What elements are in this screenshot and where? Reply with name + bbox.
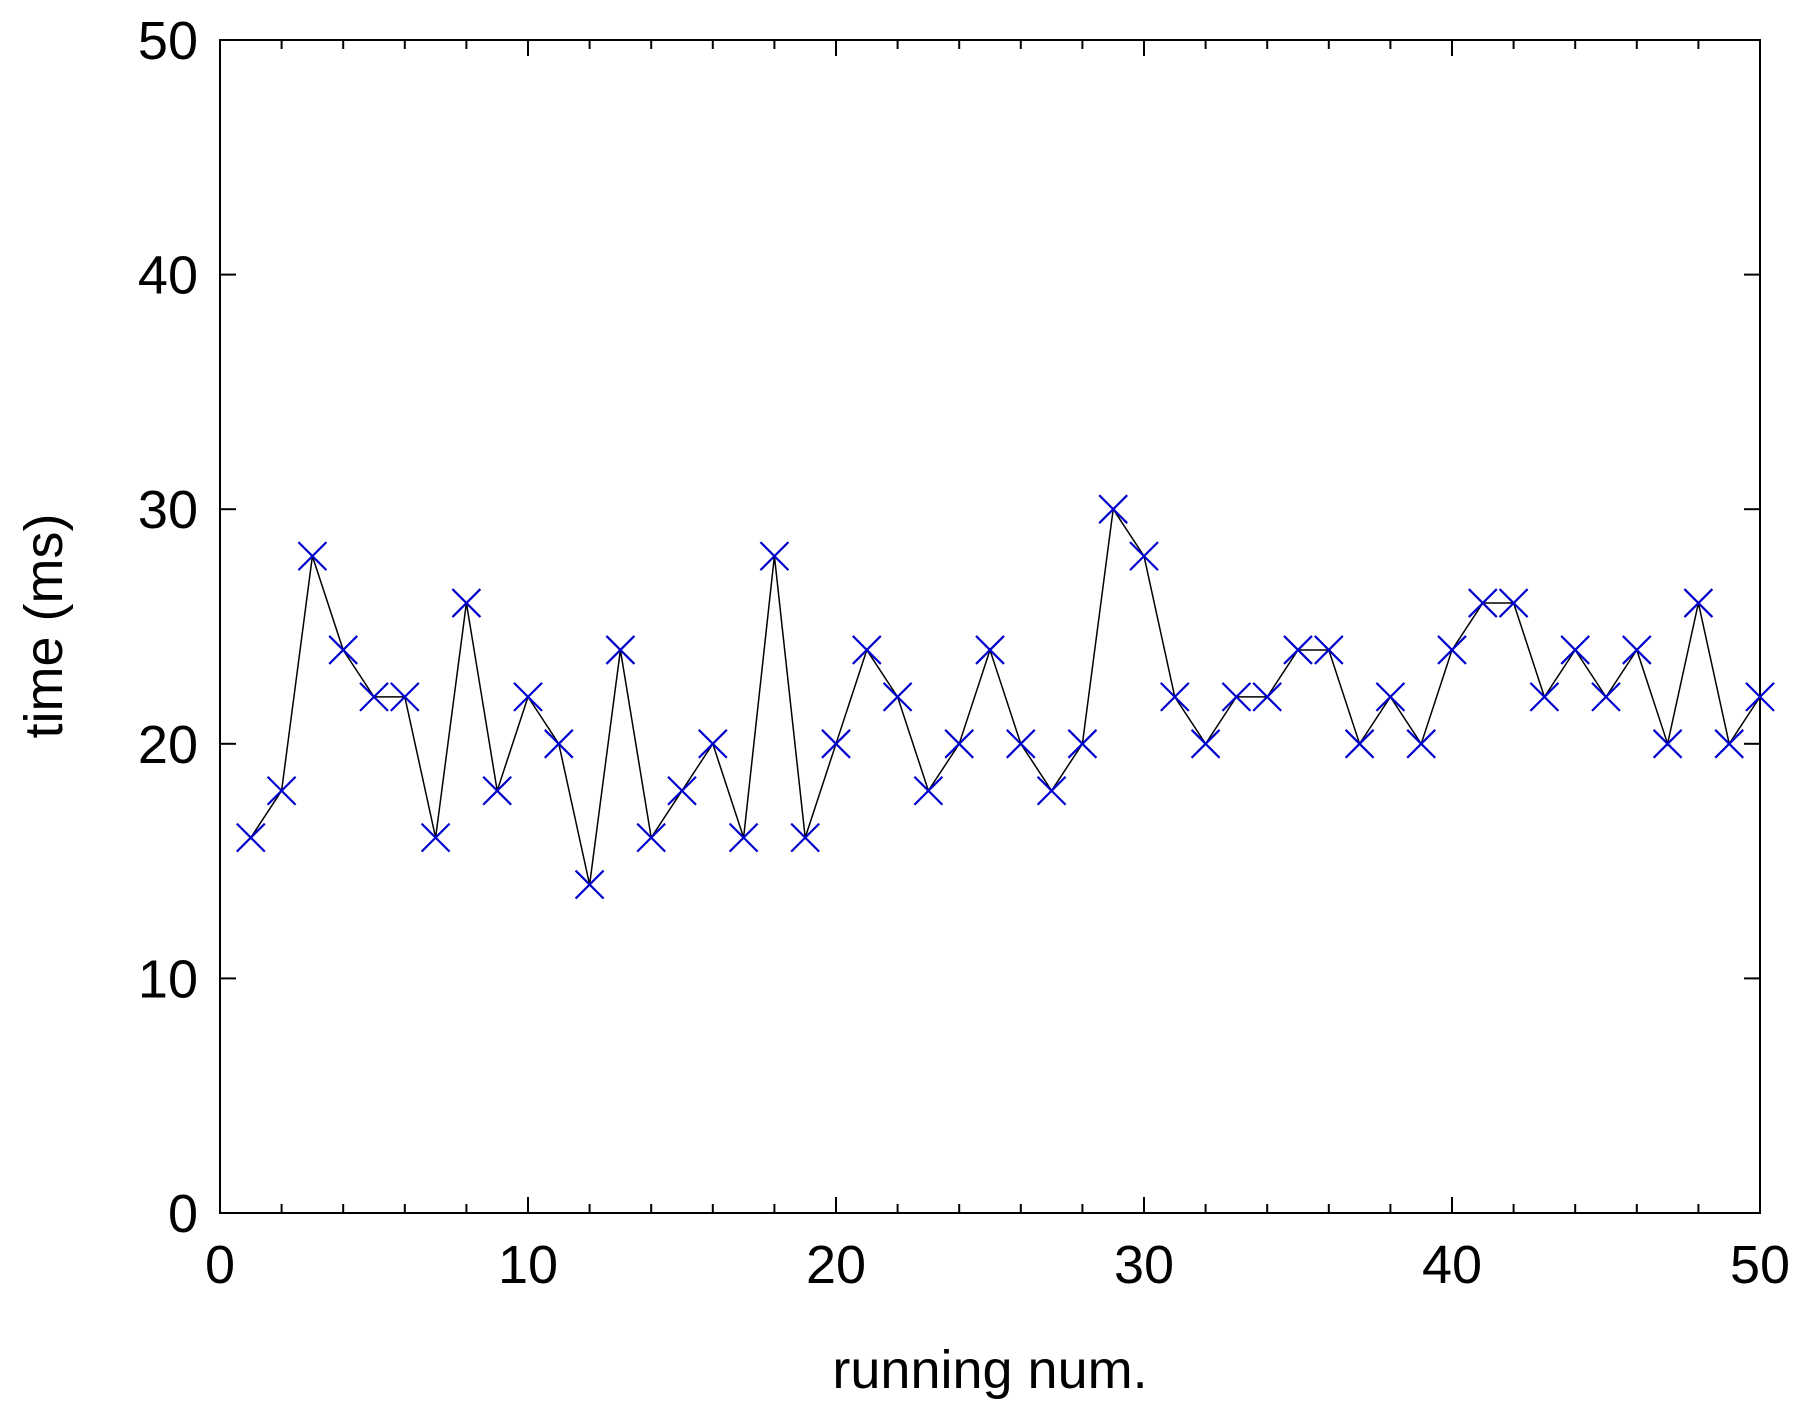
data-point-marker	[667, 775, 697, 806]
data-point-marker	[1160, 682, 1190, 712]
y-tick-label: 0	[168, 1184, 198, 1244]
tick-labels: 0 10 20 30 40 50 0 10 20 30 40 50	[138, 11, 1790, 1295]
data-point-marker	[759, 541, 790, 571]
data-point-marker	[821, 729, 851, 759]
series-line	[250, 507, 1761, 885]
data-point-marker	[236, 822, 266, 853]
data-point-marker	[1714, 729, 1744, 759]
data-point-marker	[605, 635, 636, 665]
data-point-marker	[1652, 729, 1683, 759]
data-point-marker	[513, 682, 543, 712]
data-point-marker	[390, 682, 420, 712]
x-tick-label: 0	[205, 1235, 235, 1295]
x-tick-label: 50	[1730, 1235, 1790, 1295]
data-point-marker	[574, 869, 605, 900]
data-point-marker	[636, 822, 666, 853]
y-tick-label: 10	[138, 949, 198, 1009]
x-tick-label: 20	[806, 1235, 866, 1295]
data-point-marker	[790, 822, 820, 853]
data-point-marker	[975, 635, 1005, 665]
y-tick-label: 30	[138, 480, 198, 540]
data-point-marker	[420, 822, 451, 853]
data-point-marker	[1529, 682, 1560, 712]
data-point-marker	[728, 822, 759, 853]
data-point-marker	[1252, 682, 1282, 712]
y-tick-label: 20	[138, 715, 198, 775]
data-point-marker	[1067, 729, 1098, 759]
x-tick-label: 30	[1114, 1235, 1174, 1295]
data-point-marker	[1683, 588, 1714, 618]
data-point-marker	[1098, 494, 1128, 524]
data-point-marker	[1498, 588, 1529, 618]
data-point-marker	[1221, 682, 1252, 712]
data-point-marker	[852, 635, 882, 665]
data-point-marker	[1406, 729, 1436, 759]
data-point-marker	[1283, 635, 1313, 665]
data-point-marker	[1006, 729, 1036, 759]
x-tick-label: 10	[498, 1235, 558, 1295]
y-axis-label: time (ms)	[14, 514, 74, 739]
data-point-marker	[944, 729, 974, 759]
data-point-marker	[882, 682, 913, 712]
data-markers	[236, 494, 1775, 900]
data-point-marker	[297, 541, 328, 571]
axis-ticks	[219, 39, 1761, 1214]
data-point-marker	[544, 729, 574, 759]
data-point-marker	[328, 635, 358, 665]
plot-frame	[219, 39, 1761, 1214]
data-point-marker	[1560, 635, 1590, 665]
data-point-marker	[1129, 541, 1159, 571]
data-point-marker	[698, 729, 728, 759]
data-point-marker	[1314, 635, 1344, 665]
data-point-marker	[913, 775, 944, 806]
data-point-marker	[1437, 635, 1467, 665]
data-point-marker	[1344, 729, 1375, 759]
data-point-marker	[1591, 682, 1621, 712]
y-tick-label: 50	[138, 11, 198, 71]
data-point-marker	[1375, 682, 1406, 712]
data-point-marker	[1036, 775, 1067, 806]
data-point-marker	[1745, 682, 1775, 712]
x-axis-label: running num.	[832, 1340, 1147, 1400]
data-point-marker	[266, 775, 297, 806]
data-point-marker	[451, 588, 482, 618]
x-tick-label: 40	[1422, 1235, 1482, 1295]
y-tick-label: 40	[138, 246, 198, 306]
data-point-marker	[482, 775, 512, 806]
data-point-marker	[359, 682, 389, 712]
data-point-marker	[1190, 729, 1221, 759]
data-point-marker	[1622, 635, 1652, 665]
data-point-marker	[1468, 588, 1498, 618]
